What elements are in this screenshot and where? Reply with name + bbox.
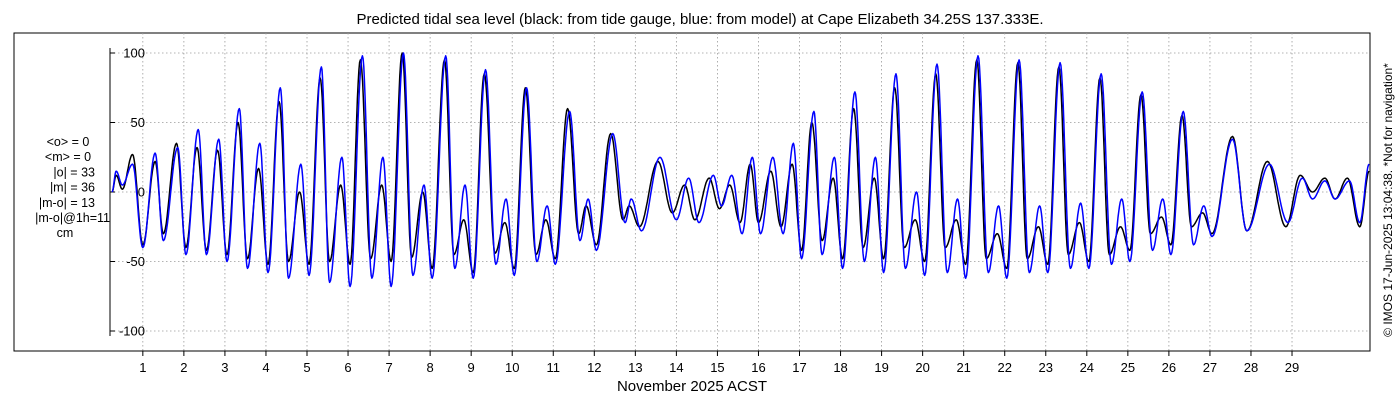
- x-axis-label: November 2025 ACST: [617, 378, 767, 395]
- grid-lines: [110, 33, 1370, 351]
- x-tick-label: 17: [792, 360, 806, 375]
- y-tick-label: 100: [123, 46, 145, 61]
- stats-line: |m-o| = 13: [39, 196, 95, 210]
- stats-line: <o> = 0: [47, 135, 90, 149]
- x-tick-label: 13: [628, 360, 642, 375]
- x-tick-label: 12: [587, 360, 601, 375]
- y-tick-label: 0: [138, 185, 145, 200]
- x-tick-label: 21: [956, 360, 970, 375]
- x-tick-label: 18: [833, 360, 847, 375]
- stats-line: <m> = 0: [45, 150, 91, 164]
- y-tick-label: -100: [119, 324, 145, 339]
- series-group: [111, 52, 1370, 288]
- x-tick-label: 5: [303, 360, 310, 375]
- labels: Predicted tidal sea level (black: from t…: [35, 11, 1395, 395]
- x-tick-label: 26: [1162, 360, 1176, 375]
- stats-line: |o| = 33: [53, 165, 95, 179]
- x-tick-label: 1: [139, 360, 146, 375]
- chart-title: Predicted tidal sea level (black: from t…: [356, 11, 1043, 28]
- y-tick-label: -50: [126, 254, 145, 269]
- x-tick-label: 23: [1039, 360, 1053, 375]
- x-tick-label: 8: [427, 360, 434, 375]
- x-tick-label: 19: [874, 360, 888, 375]
- stats-line: |m| = 36: [50, 181, 95, 195]
- x-tick-label: 14: [669, 360, 683, 375]
- credit-text: © IMOS 17-Jun-2025 13:04:38. *Not for na…: [1381, 63, 1395, 337]
- x-tick-label: 4: [262, 360, 269, 375]
- x-tick-label: 2: [180, 360, 187, 375]
- x-tick-label: 15: [710, 360, 724, 375]
- stats-panel: <o> = 0<m> = 0|o| = 33 |m| = 36|m-o| = 13…: [35, 135, 110, 240]
- x-tick-label: 22: [997, 360, 1011, 375]
- x-tick-label: 3: [221, 360, 228, 375]
- model-series-line: [111, 52, 1370, 288]
- x-tick-label: 6: [344, 360, 351, 375]
- x-tick-label: 7: [385, 360, 392, 375]
- stats-line: |m-o|@1h=11: [35, 211, 110, 225]
- x-tick-label: 16: [751, 360, 765, 375]
- x-tick-label: 25: [1121, 360, 1135, 375]
- x-tick-label: 24: [1080, 360, 1094, 375]
- x-tick-label: 29: [1285, 360, 1299, 375]
- x-tick-label: 28: [1244, 360, 1258, 375]
- x-tick-label: 20: [915, 360, 929, 375]
- x-tick-label: 9: [468, 360, 475, 375]
- x-tick-label: 10: [505, 360, 519, 375]
- x-tick-label: 11: [547, 360, 561, 375]
- x-tick-label: 27: [1203, 360, 1217, 375]
- stats-line: cm: [57, 226, 74, 240]
- y-tick-label: 50: [131, 115, 145, 130]
